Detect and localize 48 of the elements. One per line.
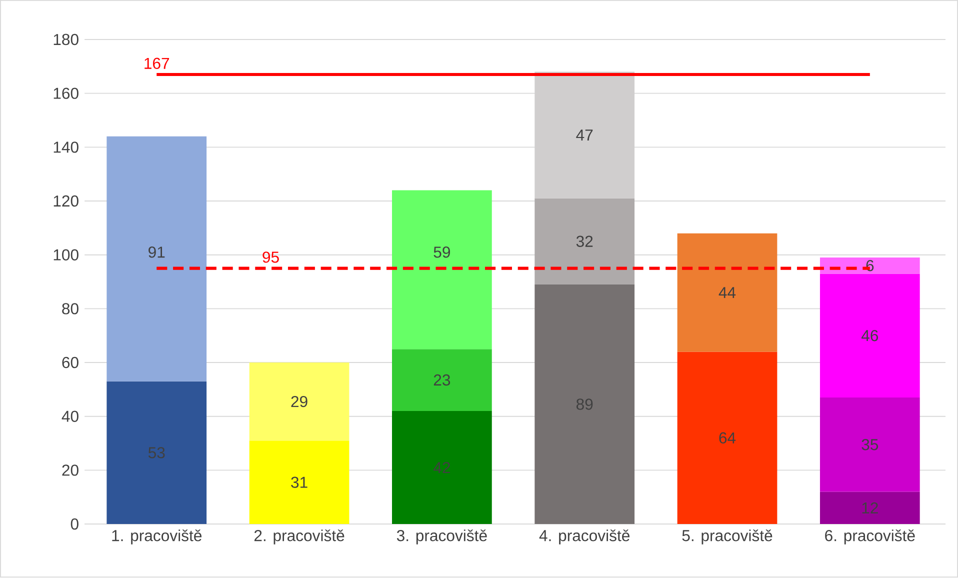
data-label: 23 (434, 374, 450, 386)
bar (677, 234, 778, 352)
x-tick-label: 6. pracoviště (825, 530, 915, 545)
data-label: 29 (291, 396, 308, 408)
bar (249, 362, 350, 441)
x-tick-label: 2. pracoviště (254, 530, 344, 545)
data-label: 42 (433, 462, 450, 474)
y-tick-label: 40 (62, 410, 78, 422)
bar (392, 190, 492, 350)
data-label: 35 (862, 439, 878, 450)
bar (392, 411, 492, 524)
data-label: 64 (719, 432, 736, 444)
bar (820, 258, 920, 274)
y-tick-label: 0 (70, 518, 78, 530)
y-tick-label: 60 (62, 357, 78, 368)
data-label: 46 (861, 330, 878, 342)
bar (534, 284, 635, 524)
data-label: 53 (148, 447, 165, 459)
data-label: 32 (576, 236, 593, 248)
data-label: 12 (862, 502, 878, 514)
ref-line-label: 167 (144, 58, 170, 70)
bar (534, 72, 635, 199)
data-label: 59 (434, 246, 450, 258)
y-tick-label: 20 (62, 464, 78, 476)
bar (106, 382, 207, 524)
bar (106, 136, 207, 382)
bar (534, 198, 635, 285)
bar (820, 492, 920, 524)
x-tick-label: 1. pracoviště (112, 530, 202, 545)
x-tick-label: 5. pracoviště (682, 530, 772, 545)
data-label: 91 (148, 246, 165, 258)
bar (249, 440, 350, 524)
ref-line-label: 95 (262, 252, 279, 264)
y-tick-label: 180 (54, 34, 78, 46)
x-tick-label: 3. pracoviště (396, 530, 487, 545)
x-tick-label: 4. pracoviště (539, 530, 630, 545)
y-tick-label: 120 (54, 196, 78, 207)
y-tick-label: 140 (54, 142, 78, 153)
data-label: 31 (291, 476, 308, 488)
data-label: 47 (576, 130, 593, 141)
bar (820, 398, 920, 492)
y-tick-label: 100 (54, 249, 78, 261)
y-tick-label: 80 (62, 303, 78, 315)
bar (392, 349, 492, 412)
bar (677, 352, 778, 524)
data-label: 44 (718, 287, 736, 298)
bar (820, 274, 920, 398)
y-tick-label: 160 (54, 88, 78, 100)
